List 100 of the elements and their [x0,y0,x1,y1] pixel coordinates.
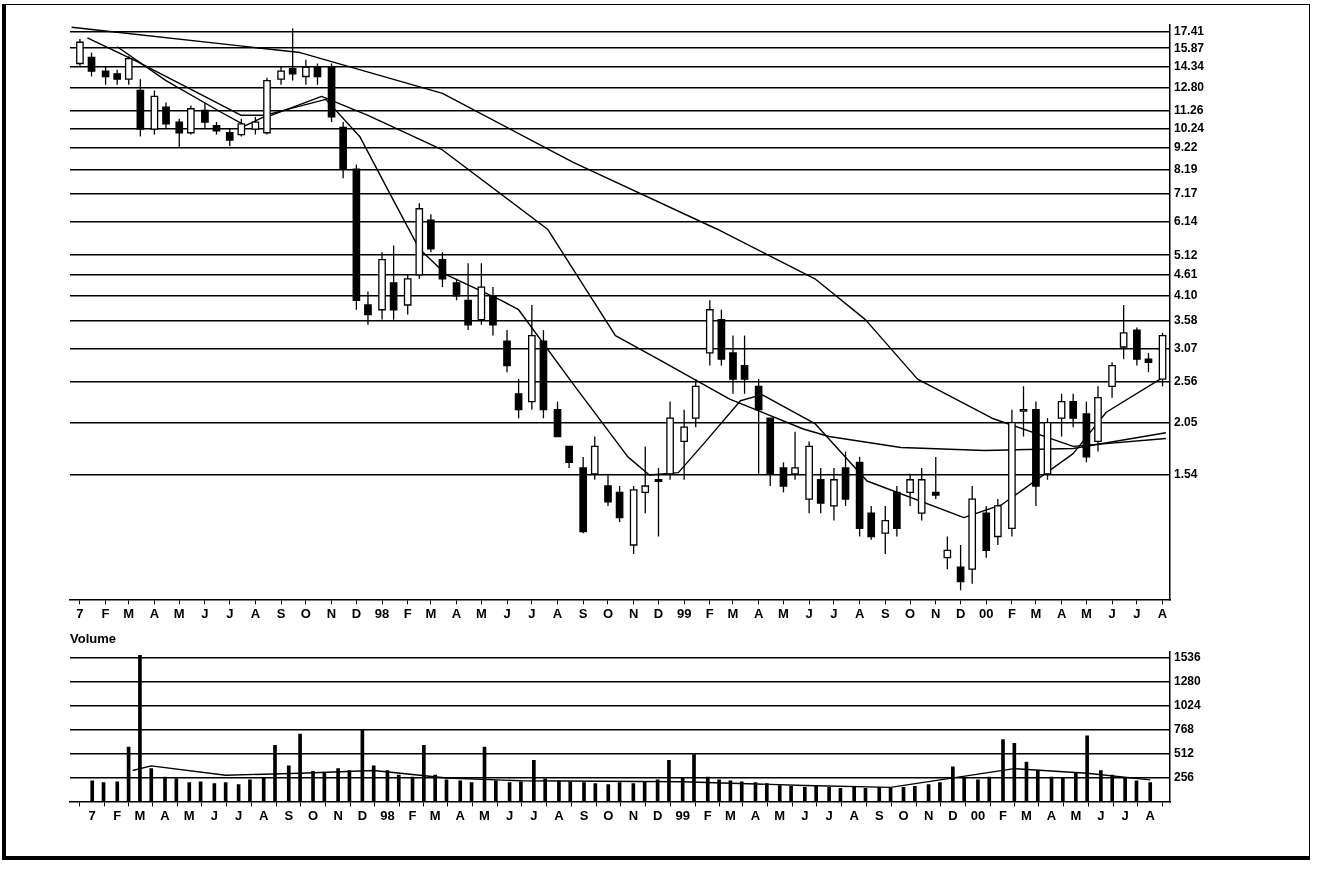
x-tick-label: A [849,807,860,823]
x-tick-label: J [503,605,511,621]
y-tick-label: 2.05 [1174,414,1198,429]
x-tick-label: 99 [675,807,690,823]
y-tick-label: 5.12 [1174,247,1198,262]
x-tick-label: A [750,807,761,823]
x-tick-label: J [1097,807,1105,823]
x-tick-label: N [628,807,639,823]
x-tick-label: J [830,605,838,621]
x-tick-label: S [880,605,890,621]
x-tick-label: A [149,605,160,621]
y-tick-label: 1280 [1174,673,1202,688]
x-tick-label: F [101,605,110,621]
x-tick-label: A [1056,605,1067,621]
x-tick-label: A [455,807,466,823]
x-tick-label: S [284,807,294,823]
x-tick-label: F [1007,605,1016,621]
x-tick-label: S [276,605,286,621]
x-tick-label: J [1133,605,1141,621]
x-tick-label: O [905,605,916,621]
x-tick-label: M [429,807,441,823]
y-tick-label: 768 [1174,721,1195,736]
x-tick-label: 98 [374,605,390,621]
x-tick-label: N [628,605,639,621]
x-tick-label: J [801,807,809,823]
x-tick-label: M [1080,605,1092,621]
x-tick-label: F [408,807,417,823]
x-tick-label: A [753,605,764,621]
x-tick-label: F [999,807,1008,823]
x-tick-label: A [1046,807,1057,823]
x-tick-label: J [1121,807,1129,823]
x-tick-label: M [475,605,487,621]
x-tick-label: M [724,807,736,823]
x-tick-label: 00 [970,807,986,823]
x-tick-label: N [326,605,337,621]
x-tick-label: M [183,807,195,823]
x-tick-label: N [923,807,934,823]
x-tick-label: M [425,605,437,621]
x-tick-label: O [307,807,319,823]
y-tick-label: 8.19 [1174,161,1198,176]
x-tick-label: J [530,807,538,823]
y-tick-label: 7.17 [1174,185,1198,200]
x-tick-label: O [300,605,311,621]
x-tick-label: J [825,807,833,823]
x-tick-label: A [451,605,462,621]
x-tick-label: F [113,807,122,823]
x-tick-label: 99 [676,605,692,621]
y-tick-label: 14.34 [1174,59,1205,74]
y-tick-label: 9.22 [1174,139,1198,154]
x-tick-label: M [173,605,185,621]
x-tick-label: D [955,605,966,621]
x-tick-label: N [333,807,343,823]
y-tick-label: 11.26 [1174,103,1204,118]
y-tick-label: 12.80 [1174,79,1205,94]
x-tick-label: D [652,807,663,823]
x-tick-label: J [505,807,514,823]
x-tick-label: O [898,807,909,823]
y-tick-label: 10.24 [1174,120,1205,135]
chart-title: Volume [70,631,116,647]
x-tick-label: A [854,605,865,621]
x-tick-label: M [479,807,490,823]
x-tick-label: D [653,605,664,621]
x-tick-label: A [250,605,261,621]
y-tick-label: 512 [1174,745,1195,760]
y-tick-label: 4.10 [1174,288,1198,303]
y-tick-label: 15.87 [1174,40,1205,55]
x-tick-label: S [578,605,588,621]
y-tick-label: 3.58 [1174,312,1198,327]
x-tick-label: F [705,605,714,621]
y-tick-label: 6.14 [1174,214,1198,229]
x-tick-label: A [258,807,269,823]
x-tick-label: M [1021,807,1032,823]
x-tick-label: M [774,807,786,823]
x-tick-label: A [1145,807,1156,823]
x-tick-label: S [579,807,589,823]
x-tick-label: F [403,605,412,621]
y-tick-label: 4.61 [1174,266,1198,281]
x-tick-label: O [602,605,614,621]
y-tick-label: 1024 [1174,697,1202,712]
x-tick-label: J [201,605,209,621]
y-tick-label: 256 [1174,769,1195,784]
x-tick-label: D [357,807,368,823]
y-tick-label: 17.41 [1174,23,1205,38]
y-tick-label: 1.54 [1174,467,1198,482]
x-tick-label: M [778,605,789,621]
x-tick-label: 7 [76,605,84,621]
y-tick-label: 2.56 [1174,374,1198,389]
x-tick-label: A [1157,605,1168,621]
x-tick-label: M [134,807,146,823]
x-tick-label: J [1108,605,1116,621]
x-tick-label: D [948,807,958,823]
x-tick-label: A [160,807,171,823]
x-tick-label: J [528,605,536,621]
x-tick-label: D [351,605,362,621]
x-tick-label: F [703,807,712,823]
x-tick-label: J [210,807,218,823]
x-tick-label: O [603,807,614,823]
x-tick-label: M [727,605,739,621]
x-tick-label: N [931,605,941,621]
x-tick-label: J [805,605,813,621]
